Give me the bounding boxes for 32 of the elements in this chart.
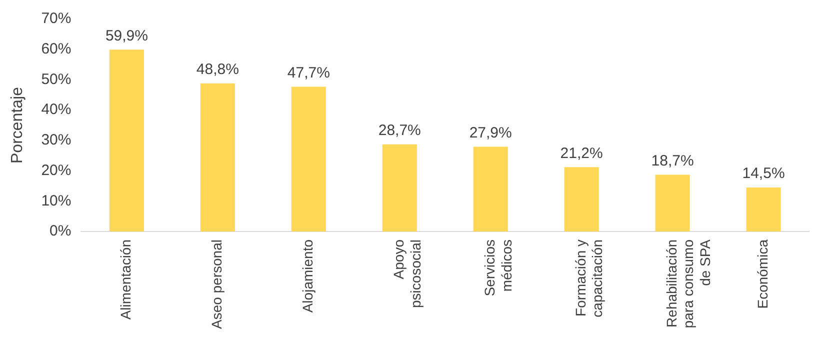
x-tick-label: Aseo personal — [208, 239, 225, 330]
x-tick-label: Apoyo psicosocial — [390, 239, 424, 308]
bar — [291, 86, 326, 232]
y-tick-label: 60% — [41, 40, 72, 58]
data-label: 48,8% — [196, 60, 239, 78]
data-label: 47,7% — [287, 64, 330, 82]
bar — [200, 83, 235, 232]
x-tick-label: Alimentación — [118, 239, 134, 320]
data-label: 18,7% — [651, 152, 694, 170]
x-tick-label: Alojamiento — [300, 239, 316, 313]
bar — [655, 174, 690, 232]
data-label: 59,9% — [105, 27, 148, 44]
y-axis-title: Porcentaje — [9, 86, 26, 164]
y-tick-label: 40% — [41, 101, 72, 118]
x-tick-label: Rehabilitación para consumo de SPA — [663, 238, 713, 328]
data-label: 21,2% — [560, 144, 603, 162]
y-tick-label: 0% — [50, 222, 72, 240]
y-tick-label: 70% — [41, 10, 72, 28]
bar — [382, 144, 417, 232]
bar — [564, 167, 599, 232]
y-tick-label: 50% — [41, 70, 72, 88]
data-label: 27,9% — [469, 124, 512, 142]
x-tick-label: Servicios médicos — [481, 239, 514, 296]
y-tick-label: 10% — [41, 192, 72, 210]
bar — [746, 187, 781, 232]
y-tick-label: 30% — [41, 132, 72, 149]
x-tick-label: Económica — [754, 239, 770, 309]
y-tick-label: 20% — [41, 162, 72, 179]
bar — [109, 50, 144, 232]
data-label: 28,7% — [378, 122, 421, 140]
bar — [473, 146, 508, 232]
data-label: 14,5% — [742, 165, 785, 182]
